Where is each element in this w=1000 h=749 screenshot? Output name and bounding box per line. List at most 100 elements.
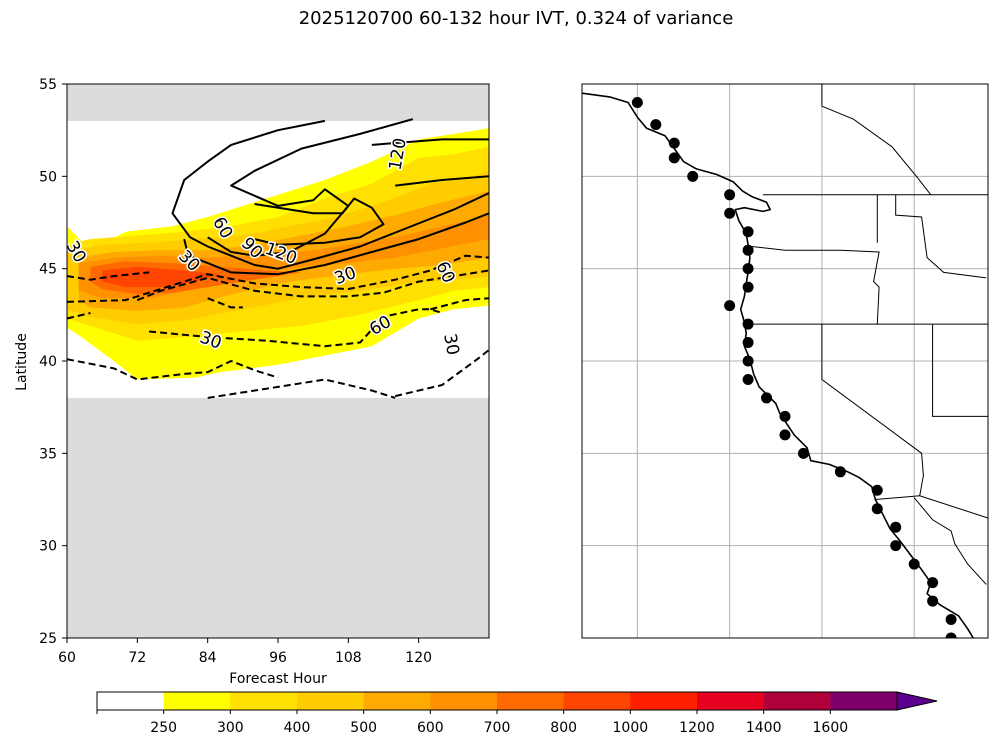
positive-contour-line xyxy=(395,175,489,187)
y-tick-label: 35 xyxy=(39,446,57,462)
colorbar-cell xyxy=(830,692,898,710)
map-panel xyxy=(581,83,989,639)
positive-contour-line xyxy=(207,118,414,257)
map-point xyxy=(724,300,736,312)
colorbar-tick-label: 600 xyxy=(417,720,444,736)
map-point xyxy=(945,614,957,626)
positive-contour-line xyxy=(254,197,385,246)
colorbar-tick-label: 1000 xyxy=(613,720,649,736)
map-border xyxy=(751,246,880,325)
map-point xyxy=(742,244,754,256)
x-tick-label: 96 xyxy=(269,650,287,666)
map-point xyxy=(927,577,939,589)
colorbar-cell xyxy=(430,692,498,710)
negative-contour-line xyxy=(394,349,489,398)
colorbar-cell xyxy=(230,692,298,710)
positive-contour-line xyxy=(183,212,489,276)
map-point xyxy=(742,355,754,367)
contour-label: 120 xyxy=(385,137,410,172)
negative-contour-line xyxy=(67,254,489,303)
map-border xyxy=(821,84,932,196)
colorbar-tick-label: 800 xyxy=(550,720,577,736)
map-point xyxy=(724,207,736,219)
map-point xyxy=(871,484,883,496)
colorbar-tick-label: 1200 xyxy=(679,720,715,736)
map-border xyxy=(895,194,987,279)
y-tick-label: 40 xyxy=(39,354,57,370)
map-point xyxy=(797,447,809,459)
y-axis-label: Latitude xyxy=(14,333,30,391)
y-tick-label: 25 xyxy=(39,631,57,647)
map-point xyxy=(650,119,662,131)
colorbar-cell xyxy=(297,692,365,710)
colorbar-cell xyxy=(563,692,631,710)
negative-contour-line xyxy=(67,358,279,381)
map-point xyxy=(742,373,754,385)
map-point xyxy=(779,410,791,422)
map-point xyxy=(687,170,699,182)
colorbar-tick-label: 1400 xyxy=(746,720,782,736)
negative-contour-line xyxy=(136,269,489,302)
map-border xyxy=(913,497,987,585)
x-tick-label: 72 xyxy=(128,650,146,666)
negative-contour-line xyxy=(430,297,489,311)
y-tick-label: 55 xyxy=(39,77,57,93)
map-point xyxy=(945,632,957,638)
negative-contour-line xyxy=(207,297,243,309)
negative-contour-line xyxy=(207,378,396,399)
y-tick-label: 30 xyxy=(39,539,57,555)
x-tick-label: 120 xyxy=(405,650,432,666)
positive-contour-line xyxy=(171,119,489,270)
map-point xyxy=(908,558,920,570)
x-tick-label: 84 xyxy=(199,650,217,666)
contour-label: 30 xyxy=(439,332,462,357)
colorbar: 250 300 400 500 600 700 800 1000 1200 1400 1600 xyxy=(96,691,938,736)
x-tick-label: 108 xyxy=(335,650,362,666)
map-point xyxy=(742,226,754,238)
map-border xyxy=(821,324,924,496)
negative-contour-line xyxy=(67,312,91,320)
colorbar-cell xyxy=(697,692,765,710)
map-point xyxy=(890,540,902,552)
colorbar-cell xyxy=(97,692,165,710)
positive-contour-line xyxy=(371,138,489,146)
map-point xyxy=(742,318,754,330)
masked-region xyxy=(67,84,489,121)
x-tick-label: 60 xyxy=(58,650,76,666)
map-frame xyxy=(581,83,989,639)
colorbar-tick-label: 500 xyxy=(350,720,377,736)
negative-contour-line xyxy=(67,271,150,281)
map-coastline xyxy=(582,92,974,638)
map-point xyxy=(742,281,754,293)
map-point xyxy=(668,137,680,149)
y-tick-label: 45 xyxy=(39,262,57,278)
colorbar-cell xyxy=(497,692,565,710)
figure-title: 2025120700 60-132 hour IVT, 0.324 of var… xyxy=(298,8,734,29)
map-point xyxy=(927,595,939,607)
map-point xyxy=(761,392,773,404)
map-border xyxy=(875,495,988,519)
map-point xyxy=(890,521,902,533)
colorbar-cell xyxy=(630,692,698,710)
map-point xyxy=(779,429,791,441)
colorbar-cell xyxy=(363,692,431,710)
colorbar-cell xyxy=(763,692,831,710)
x-axis-label: Forecast Hour xyxy=(229,671,327,687)
colorbar-extend-arrow xyxy=(896,691,938,711)
map-point xyxy=(668,152,680,164)
negative-contour-line xyxy=(149,308,443,348)
map-point xyxy=(742,337,754,349)
colorbar-tick-label: 700 xyxy=(484,720,511,736)
colorbar-tick-label: 1600 xyxy=(813,720,849,736)
colorbar-tick-label: 400 xyxy=(284,720,311,736)
colorbar-tick-label: 250 xyxy=(150,720,177,736)
map-point xyxy=(724,189,736,201)
masked-region xyxy=(67,397,489,638)
colorbar-tick-label: 300 xyxy=(217,720,244,736)
map-point xyxy=(631,96,643,108)
map-border xyxy=(932,324,988,417)
map-point xyxy=(834,466,846,478)
